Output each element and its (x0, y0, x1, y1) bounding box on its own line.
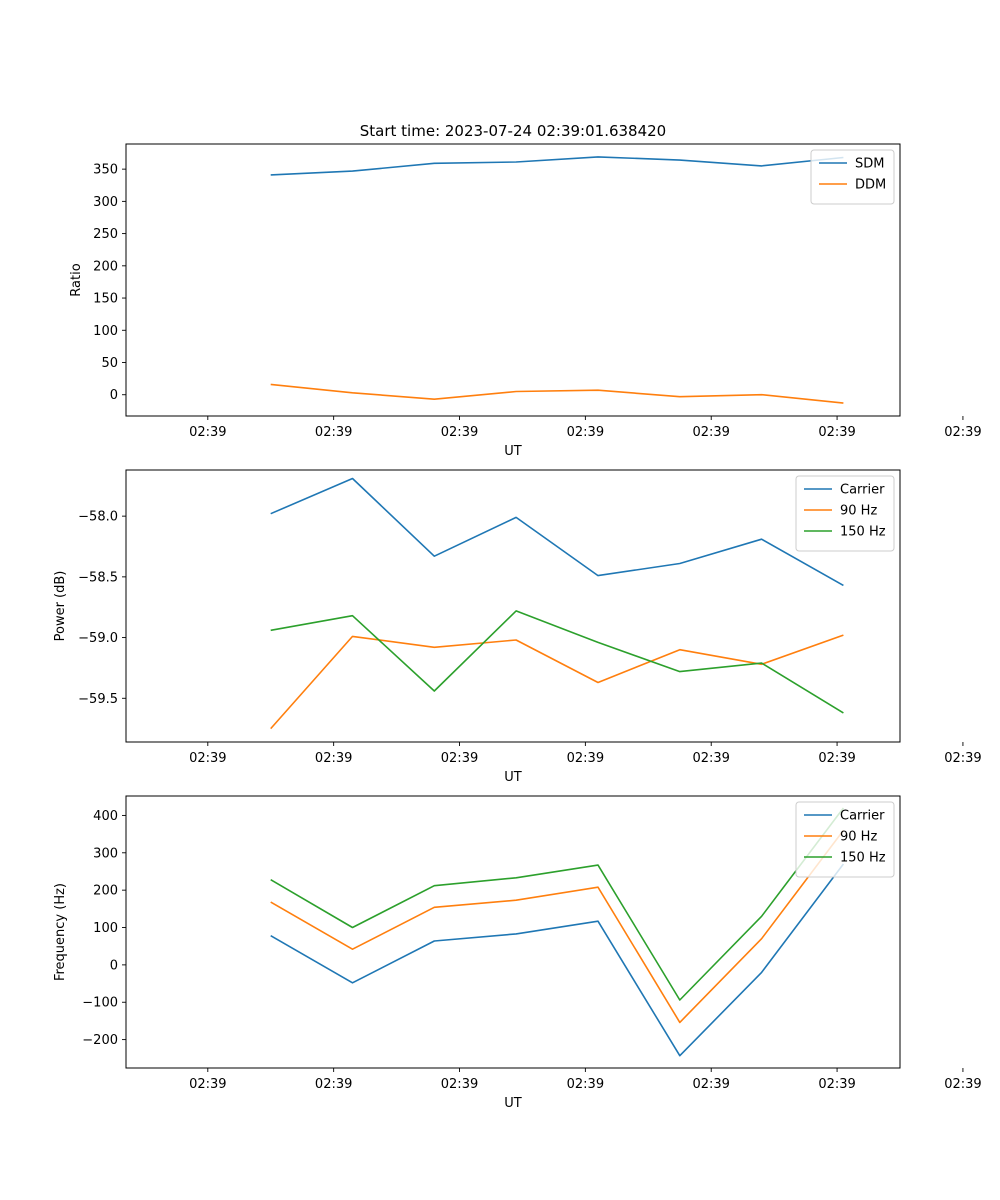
y-tick-label: 400 (93, 809, 118, 824)
series-line-150-hz (270, 610, 844, 714)
y-tick-label: 50 (101, 356, 118, 371)
series-line-150-hz (270, 807, 845, 1001)
legend-box (795, 801, 895, 878)
y-tick-label: −58.0 (78, 510, 118, 525)
legend-label: Carrier (840, 483, 885, 498)
series-line-90-hz (270, 829, 845, 1024)
x-tick-label: 02:39 (692, 751, 729, 766)
x-tick-label: 02:39 (441, 1077, 478, 1092)
y-tick-label: 0 (110, 958, 118, 973)
y-axis-label: Ratio (69, 263, 84, 296)
y-tick-label: 0 (110, 388, 118, 403)
chart-panel-1: 02:3902:3902:3902:3902:3902:3902:3902:40… (69, 143, 982, 459)
x-tick-label: 02:39 (315, 1077, 352, 1092)
y-tick-label: −200 (82, 1033, 118, 1048)
plot-frame (125, 143, 901, 417)
series-line-carrier (270, 863, 845, 1057)
legend-label: 150 Hz (840, 851, 886, 866)
y-tick-label: 250 (93, 227, 118, 242)
y-tick-label: −58.5 (78, 570, 118, 585)
y-tick-label: 100 (93, 324, 118, 339)
y-axis-label: Frequency (Hz) (53, 883, 68, 981)
chart-panel-2: 02:3902:3902:3902:3902:3902:3902:3902:40… (53, 469, 982, 785)
x-axis-label: UT (504, 1096, 522, 1111)
y-axis-label: Power (dB) (53, 571, 68, 642)
y-tick-label: 350 (93, 163, 118, 178)
x-tick-label: 02:39 (692, 425, 729, 440)
y-tick-label: 200 (93, 884, 118, 899)
y-tick-label: 100 (93, 921, 118, 936)
x-tick-label: 02:39 (944, 751, 981, 766)
x-tick-label: 02:39 (692, 1077, 729, 1092)
legend-label: 90 Hz (840, 830, 877, 845)
y-tick-label: 300 (93, 195, 118, 210)
x-axis-label: UT (504, 444, 522, 459)
legend: Carrier 90 Hz 150 Hz (795, 475, 895, 552)
legend: SDM DDM (810, 149, 895, 205)
x-axis-label: UT (504, 770, 522, 785)
y-tick-label: −59.0 (78, 631, 118, 646)
x-tick-label: 02:39 (944, 425, 981, 440)
y-tick-label: −59.5 (78, 692, 118, 707)
plot-frame (125, 795, 901, 1069)
legend-label: DDM (855, 178, 886, 193)
x-tick-label: 02:39 (567, 751, 604, 766)
series-line-sdm (270, 156, 844, 176)
x-tick-label: 02:39 (944, 1077, 981, 1092)
series-line-carrier (270, 477, 844, 587)
x-tick-label: 02:39 (189, 425, 226, 440)
legend-label: SDM (855, 157, 884, 172)
x-tick-label: 02:39 (567, 1077, 604, 1092)
legend-label: Carrier (840, 809, 885, 824)
x-tick-label: 02:39 (818, 425, 855, 440)
x-tick-label: 02:39 (189, 1077, 226, 1092)
legend-label: 90 Hz (840, 504, 877, 519)
chart-panel-3: 02:3902:3902:3902:3902:3902:3902:3902:40… (53, 795, 982, 1111)
x-tick-label: 02:39 (818, 751, 855, 766)
y-tick-label: 150 (93, 292, 118, 307)
x-tick-label: 02:39 (441, 425, 478, 440)
x-tick-label: 02:39 (441, 751, 478, 766)
y-tick-label: 200 (93, 259, 118, 274)
x-tick-label: 02:39 (818, 1077, 855, 1092)
series-line-ddm (270, 383, 844, 404)
legend: Carrier 90 Hz 150 Hz (795, 801, 895, 878)
x-tick-label: 02:39 (315, 425, 352, 440)
x-tick-label: 02:39 (189, 751, 226, 766)
plot-frame (125, 469, 901, 743)
legend-label: 150 Hz (840, 525, 886, 540)
legend-box (795, 475, 895, 552)
x-tick-label: 02:39 (315, 751, 352, 766)
y-tick-label: 300 (93, 846, 118, 861)
series-line-90-hz (270, 634, 844, 730)
y-tick-label: −100 (82, 996, 118, 1011)
x-tick-label: 02:39 (567, 425, 604, 440)
figure-title: Start time: 2023-07-24 02:39:01.638420 (360, 122, 666, 140)
